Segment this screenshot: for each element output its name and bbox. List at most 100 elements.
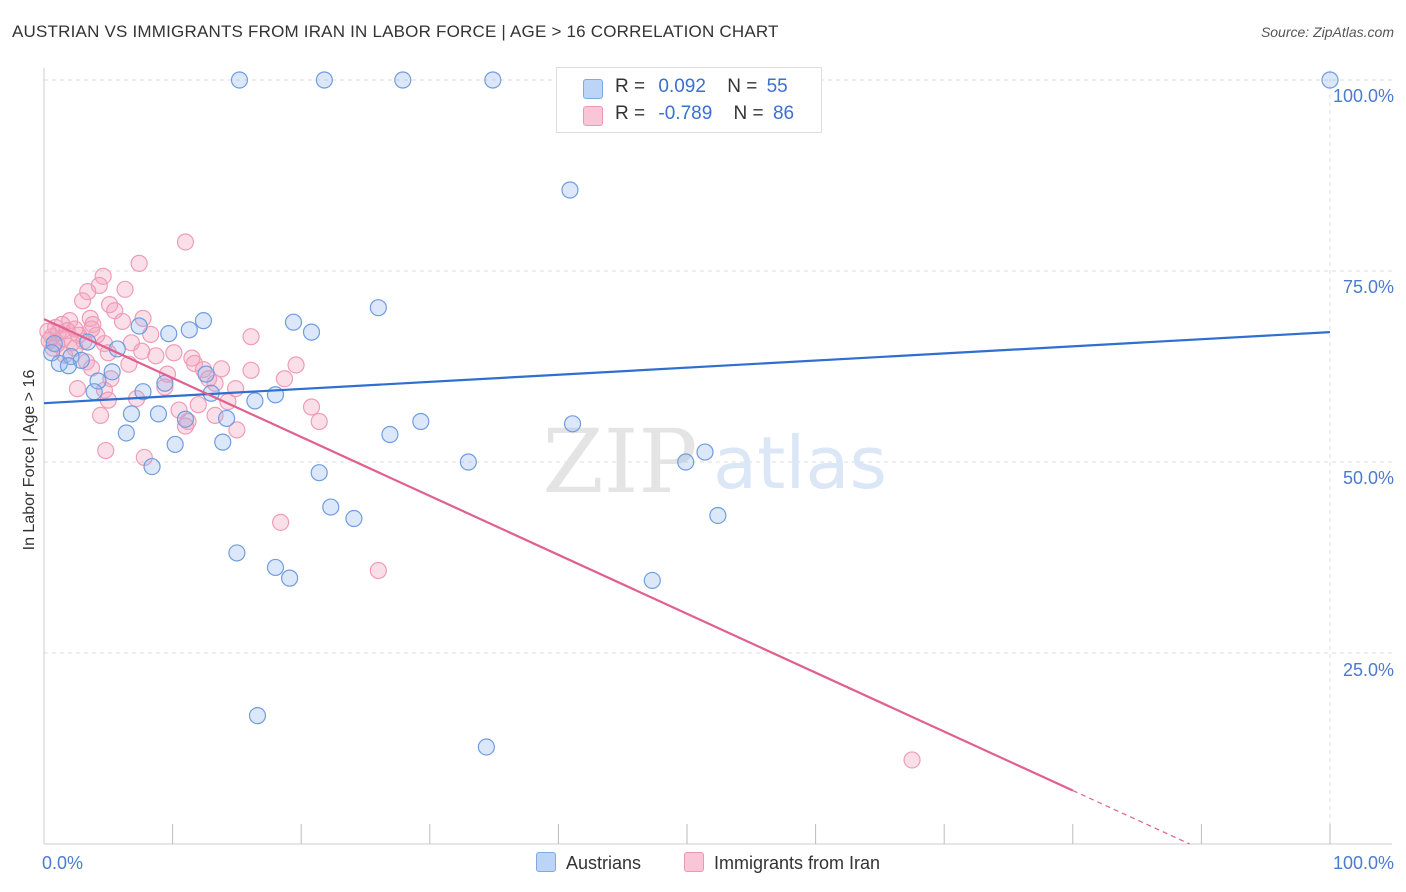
- legend-n-label: N =: [733, 103, 764, 124]
- austrian-point: [310, 464, 328, 482]
- austrian-point: [345, 509, 363, 528]
- iran-point: [242, 328, 260, 346]
- austrian-point: [322, 498, 340, 516]
- austrian-point: [246, 392, 264, 410]
- legend-swatch-blue: [583, 79, 603, 99]
- iran-point: [79, 283, 97, 301]
- austrian-point: [381, 425, 399, 444]
- iran-point: [302, 398, 321, 416]
- iran-point: [194, 360, 213, 379]
- austrian-point: [696, 443, 714, 461]
- austrian-point: [459, 453, 477, 471]
- iran-point: [116, 280, 134, 298]
- stats-legend: R = 0.092 N = 55 R = -0.789 N = 86: [556, 67, 822, 133]
- legend-n-label: N =: [727, 76, 758, 97]
- austrian-point: [180, 321, 198, 339]
- austrian-point: [228, 544, 246, 562]
- austrian-point: [230, 71, 249, 89]
- iran-point: [156, 378, 174, 396]
- iran-point: [97, 441, 115, 460]
- iran-point: [179, 412, 197, 431]
- iran-point: [147, 347, 165, 365]
- legend-iran[interactable]: Immigrants from Iran: [684, 852, 880, 874]
- iran-point: [142, 325, 160, 344]
- iran-point: [206, 374, 224, 392]
- austrian-point: [194, 312, 213, 330]
- iran-point: [287, 356, 305, 374]
- austrian-point: [218, 409, 236, 428]
- watermark: ZIP atlas: [542, 410, 887, 513]
- austrians-trendline: [43, 331, 1331, 405]
- iran-point: [55, 346, 74, 364]
- austrian-point: [484, 71, 502, 89]
- austrian-point: [214, 433, 232, 451]
- iran-point: [68, 380, 87, 398]
- y-tick-100: 100.0%: [1332, 86, 1394, 106]
- iran-point: [189, 396, 207, 414]
- austrian-point: [122, 405, 141, 423]
- y-tick-50: 50.0%: [1342, 468, 1394, 488]
- x-tick-left: 0.0%: [42, 853, 84, 873]
- austrian-point: [134, 383, 152, 401]
- austrian-point: [130, 317, 148, 335]
- austrian-point: [166, 435, 184, 454]
- iran-trendline: [43, 318, 1074, 792]
- austrian-point: [266, 558, 285, 577]
- legend-austrians-label: Austrians: [566, 853, 642, 873]
- austrian-point: [160, 325, 178, 343]
- iran-trendline-extension: [1072, 789, 1190, 845]
- iran-point: [310, 412, 328, 431]
- austrian-point: [117, 424, 135, 442]
- iran-point: [242, 361, 260, 379]
- chart-title: AUSTRIAN VS IMMIGRANTS FROM IRAN IN LABO…: [12, 22, 779, 41]
- watermark-zip: ZIP: [542, 410, 697, 513]
- legend-austrians[interactable]: Austrians: [536, 852, 641, 874]
- legend-austrians-swatch: [536, 852, 556, 872]
- iran-point: [54, 329, 72, 347]
- legend-r-label: R =: [615, 76, 646, 97]
- iran-point: [165, 344, 183, 362]
- austrian-point: [143, 457, 161, 476]
- legend-iran-label: Immigrants from Iran: [714, 853, 881, 873]
- austrian-point: [709, 506, 727, 525]
- austrian-point: [89, 372, 107, 390]
- austrian-point: [677, 453, 695, 471]
- iran-point: [130, 254, 148, 272]
- austrian-point: [176, 410, 195, 428]
- austrian-point: [149, 405, 168, 423]
- legend-r-value: -0.789: [658, 103, 713, 124]
- iran-point: [73, 292, 92, 310]
- austrian-point: [315, 71, 333, 89]
- austrian-point: [369, 299, 387, 317]
- austrian-point: [302, 323, 321, 341]
- legend-r-label: R =: [615, 103, 646, 124]
- legend-n-value: 55: [766, 76, 788, 97]
- austrian-point: [284, 313, 303, 331]
- austrian-point: [394, 71, 412, 89]
- austrian-point: [197, 365, 215, 383]
- iran-point: [275, 370, 294, 388]
- iran-point: [176, 233, 195, 251]
- legend-swatch-pink: [583, 106, 603, 126]
- iran-point: [91, 406, 110, 424]
- iran-point: [228, 421, 246, 439]
- x-tick-right: 100.0%: [1332, 853, 1394, 873]
- austrian-point: [103, 363, 121, 381]
- watermark-atlas: atlas: [713, 421, 887, 505]
- austrian-point: [72, 351, 90, 369]
- iran-point: [61, 312, 79, 330]
- iran-point: [185, 354, 204, 373]
- iran-point: [369, 561, 387, 580]
- iran-point: [272, 513, 290, 531]
- austrian-point: [412, 412, 430, 431]
- iran-point: [212, 360, 231, 378]
- austrian-point: [563, 415, 582, 433]
- austrian-point: [561, 181, 579, 199]
- y-tick-75: 75.0%: [1342, 277, 1394, 297]
- austrian-point: [281, 569, 299, 587]
- y-tick-25: 25.0%: [1342, 660, 1394, 680]
- iran-point: [176, 417, 195, 435]
- legend-n-value: 86: [772, 103, 795, 124]
- legend-r-value: 0.092: [658, 76, 706, 97]
